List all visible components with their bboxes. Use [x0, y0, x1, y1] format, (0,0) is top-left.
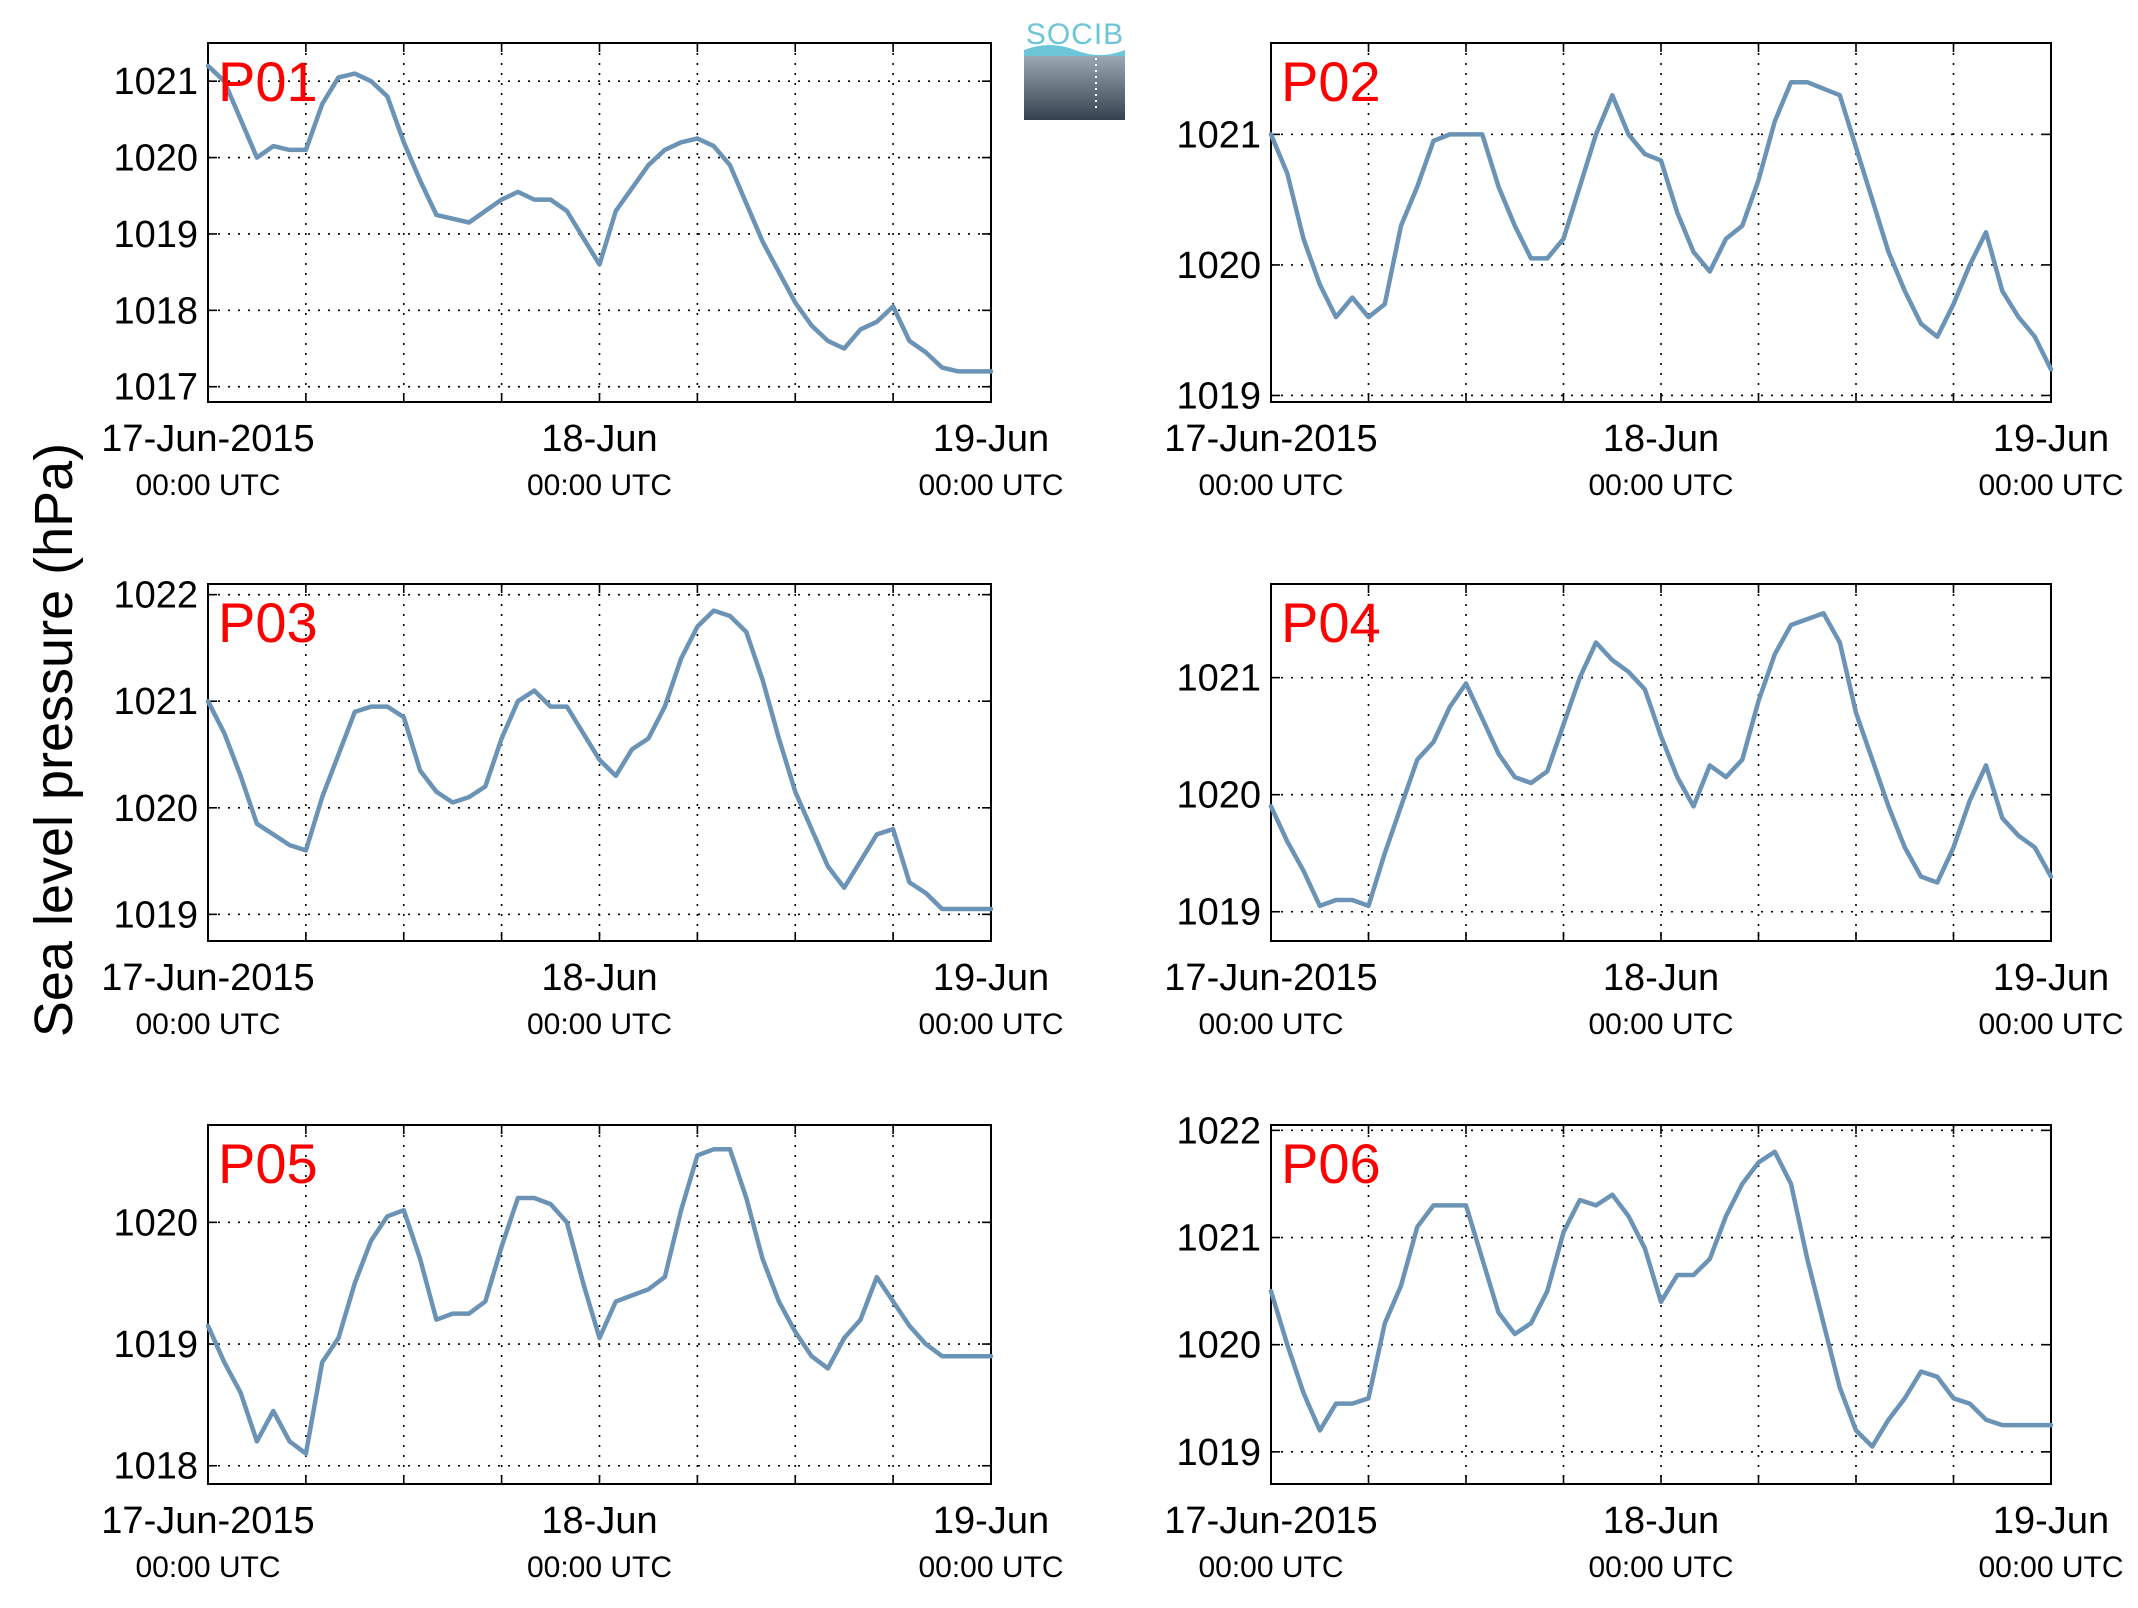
panel-p05: 1018 1019 1020 P05 17-Jun-2015 00:00 UTC 18-Ju…: [101, 1124, 1064, 1584]
x-tick-sublabel: 00:00 UTC: [1198, 1551, 1343, 1584]
series-line-p02: [1268, 79, 2054, 372]
y-tick-label: 1020: [113, 1202, 198, 1244]
x-tick-label: 18-Jun: [541, 1500, 657, 1542]
y-tick-label: 1018: [113, 1446, 198, 1488]
x-tick-sublabel: 00:00 UTC: [918, 469, 1063, 502]
x-tick-sublabel: 00:00 UTC: [135, 1008, 280, 1041]
y-tick-label: 1019: [113, 894, 198, 936]
x-tick-label: 18-Jun: [1603, 1500, 1719, 1542]
panel-label: P06: [1281, 1132, 1381, 1195]
x-tick-sublabel: 00:00 UTC: [1198, 469, 1343, 502]
y-tick-label: 1021: [1176, 1218, 1261, 1260]
panel-label: P03: [218, 591, 318, 654]
x-tick-label: 19-Jun: [1993, 418, 2109, 460]
y-tick-label: 1022: [1176, 1110, 1261, 1152]
y-tick-label: 1019: [113, 1324, 198, 1366]
x-tick-label: 19-Jun: [933, 418, 1049, 460]
x-tick-sublabel: 00:00 UTC: [1588, 469, 1733, 502]
x-tick-sublabel: 00:00 UTC: [1198, 1008, 1343, 1041]
panel-label: P05: [218, 1132, 318, 1195]
x-tick-label: 17-Jun-2015: [101, 1500, 314, 1542]
y-tick-label: 1019: [113, 214, 198, 256]
x-tick-sublabel: 00:00 UTC: [1588, 1008, 1733, 1041]
x-tick-sublabel: 00:00 UTC: [1588, 1551, 1733, 1584]
x-tick-sublabel: 00:00 UTC: [135, 1551, 280, 1584]
x-tick-sublabel: 00:00 UTC: [527, 1008, 672, 1041]
logo-wave-icon: [1024, 45, 1125, 56]
axes-frame: [1270, 1124, 2052, 1485]
x-tick-label: 19-Jun: [1993, 957, 2109, 999]
axes-frame: [207, 1124, 992, 1485]
axes-frame: [1270, 42, 2052, 403]
series-line-p04: [1268, 611, 2054, 909]
x-tick-label: 17-Jun-2015: [1164, 418, 1377, 460]
x-tick-label: 18-Jun: [541, 957, 657, 999]
y-tick-label: 1021: [113, 681, 198, 723]
axes-frame: [1270, 583, 2052, 942]
x-tick-sublabel: 00:00 UTC: [918, 1008, 1063, 1041]
socib-logo: SOCIB: [1024, 18, 1125, 120]
x-tick-label: 18-Jun: [1603, 418, 1719, 460]
x-tick-sublabel: 00:00 UTC: [918, 1551, 1063, 1584]
x-tick-label: 17-Jun-2015: [101, 418, 314, 460]
y-tick-label: 1020: [113, 788, 198, 830]
x-tick-sublabel: 00:00 UTC: [527, 469, 672, 502]
series-line-p06: [1268, 1149, 2054, 1449]
y-tick-label: 1020: [1176, 245, 1261, 287]
x-tick-sublabel: 00:00 UTC: [1978, 1551, 2123, 1584]
y-axis-label: Sea level pressure (hPa): [24, 443, 84, 1037]
x-tick-sublabel: 00:00 UTC: [527, 1551, 672, 1584]
y-tick-label: 1022: [113, 575, 198, 617]
y-tick-label: 1021: [113, 61, 198, 103]
series-line-p03: [205, 608, 994, 912]
series-line-p05: [205, 1147, 994, 1456]
panel-p06: 1019 1020 1021 1022 P06 17-Jun-2015 00:00 UTC 1…: [1164, 1110, 2123, 1584]
x-tick-sublabel: 00:00 UTC: [135, 469, 280, 502]
panel-p03: 1019 1020 1021 1022 P03 17-Jun-2015 00:00 UTC 1…: [101, 575, 1063, 1041]
y-tick-label: 1017: [113, 367, 198, 409]
y-tick-label: 1020: [1176, 1325, 1261, 1367]
series-line-p01: [205, 63, 994, 374]
panel-p01: 1017 1018 1019 1020 1021 P01 17-Jun-2015 00:00 …: [101, 42, 1064, 502]
x-tick-label: 17-Jun-2015: [1164, 1500, 1377, 1542]
x-tick-label: 18-Jun: [1603, 957, 1719, 999]
x-tick-sublabel: 00:00 UTC: [1978, 1008, 2123, 1041]
logo-block: [1024, 56, 1125, 120]
y-tick-label: 1018: [113, 290, 198, 332]
x-tick-sublabel: 00:00 UTC: [1978, 469, 2123, 502]
y-tick-label: 1021: [1176, 658, 1261, 700]
panel-p02: 1019 1020 1021 P02 17-Jun-2015 00:00 UTC 18-Ju…: [1164, 42, 2124, 502]
axes-frame: [207, 583, 992, 942]
y-tick-label: 1020: [1176, 775, 1261, 817]
x-tick-label: 17-Jun-2015: [1164, 957, 1377, 999]
x-tick-label: 18-Jun: [541, 418, 657, 460]
y-tick-label: 1021: [1176, 114, 1261, 156]
panel-label: P02: [1281, 50, 1381, 113]
x-tick-label: 19-Jun: [1993, 1500, 2109, 1542]
y-tick-label: 1019: [1176, 892, 1261, 934]
x-tick-label: 19-Jun: [933, 1500, 1049, 1542]
panel-label: P01: [218, 50, 318, 113]
x-tick-label: 19-Jun: [933, 957, 1049, 999]
y-tick-label: 1019: [1176, 375, 1261, 417]
panel-label: P04: [1281, 591, 1381, 654]
y-tick-label: 1020: [113, 138, 198, 180]
axes-frame: [207, 42, 992, 403]
x-tick-label: 17-Jun-2015: [101, 957, 314, 999]
panel-p04: 1019 1020 1021 P04 17-Jun-2015 00:00 UTC 18-Ju…: [1164, 583, 2124, 1041]
y-tick-label: 1019: [1176, 1432, 1261, 1474]
